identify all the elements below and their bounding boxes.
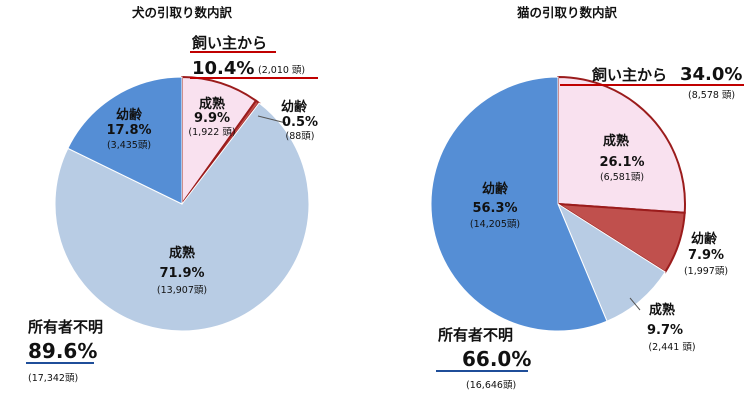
cat-slice-2 [556, 202, 666, 322]
cat-slice-3 [430, 76, 608, 332]
dog-chart-title: 犬の引取り数内訳 [131, 5, 233, 20]
cat-owner-adult-label: 成熟 [603, 133, 629, 149]
dog-unknown-group-label: 所有者不明 [28, 318, 103, 336]
cat-owner-group-label: 飼い主から [591, 66, 667, 84]
dog-unknown-adult-pct: 71.9% [159, 266, 204, 281]
dog-unknown-young-pct: 17.8% [106, 123, 151, 138]
cat-owner-young-count: (1,997頭) [684, 266, 728, 277]
cat-unknown-adult-pct: 9.7% [647, 323, 683, 338]
dog-owner-adult-label: 成熟 [199, 96, 225, 112]
dog-owner-young-count: (88頭) [285, 131, 314, 142]
cat-unknown-young-pct: 56.3% [472, 201, 517, 216]
cat-owner-adult-count: (6,581頭) [600, 172, 644, 183]
cat-unknown-young-count: (14,205頭) [470, 219, 520, 230]
dog-owner-young-pct: 0.5% [282, 115, 318, 130]
dog-slice-2 [54, 102, 310, 332]
cat-owner-young-pct: 7.9% [688, 248, 724, 263]
cat-unknown-young-label: 幼齢 [482, 181, 509, 197]
dog-unknown-group-pct: 89.6% [28, 339, 97, 363]
dog-owner-young-label: 幼齢 [281, 99, 308, 115]
dog-slice-3 [67, 76, 183, 205]
dog-slice-0 [181, 75, 258, 208]
cat-owner-adult-pct: 26.1% [599, 155, 644, 170]
dog-unknown-young-label: 幼齢 [116, 107, 143, 123]
cat-owner-young-label: 幼齢 [691, 231, 718, 247]
cat-leader-line [629, 297, 641, 311]
dog-unknown-young-count: (3,435頭) [107, 140, 151, 151]
dog-unknown-group-count: (17,342頭) [28, 373, 78, 384]
dog-pie [54, 75, 310, 332]
dog-owner-adult-pct: 9.9% [194, 111, 230, 126]
dog-owner-group-label: 飼い主から [191, 34, 267, 52]
dog-owner-adult-count: (1,922 頭) [188, 127, 235, 138]
dog-unknown-adult-label: 成熟 [169, 245, 195, 261]
cat-owner-group-pct: 34.0% [680, 64, 742, 85]
dog-leader-line [257, 115, 287, 124]
cat-unknown-group-label: 所有者不明 [438, 326, 513, 344]
cat-unknown-adult-label: 成熟 [649, 302, 675, 318]
dog-unknown-adult-count: (13,907頭) [157, 285, 207, 296]
cat-unknown-group-pct: 66.0% [462, 347, 531, 371]
cat-pie [430, 75, 687, 332]
cat-owner-group-count: (8,578 頭) [688, 90, 735, 101]
cat-unknown-group-count: (16,646頭) [466, 380, 516, 391]
dog-owner-group-pct: 10.4% [192, 58, 254, 79]
cat-slice-0 [557, 75, 687, 214]
cat-chart-title: 猫の引取り数内訳 [517, 5, 618, 20]
cat-unknown-adult-count: (2,441 頭) [648, 342, 695, 353]
dog-owner-group-count: (2,010 頭) [258, 65, 305, 76]
